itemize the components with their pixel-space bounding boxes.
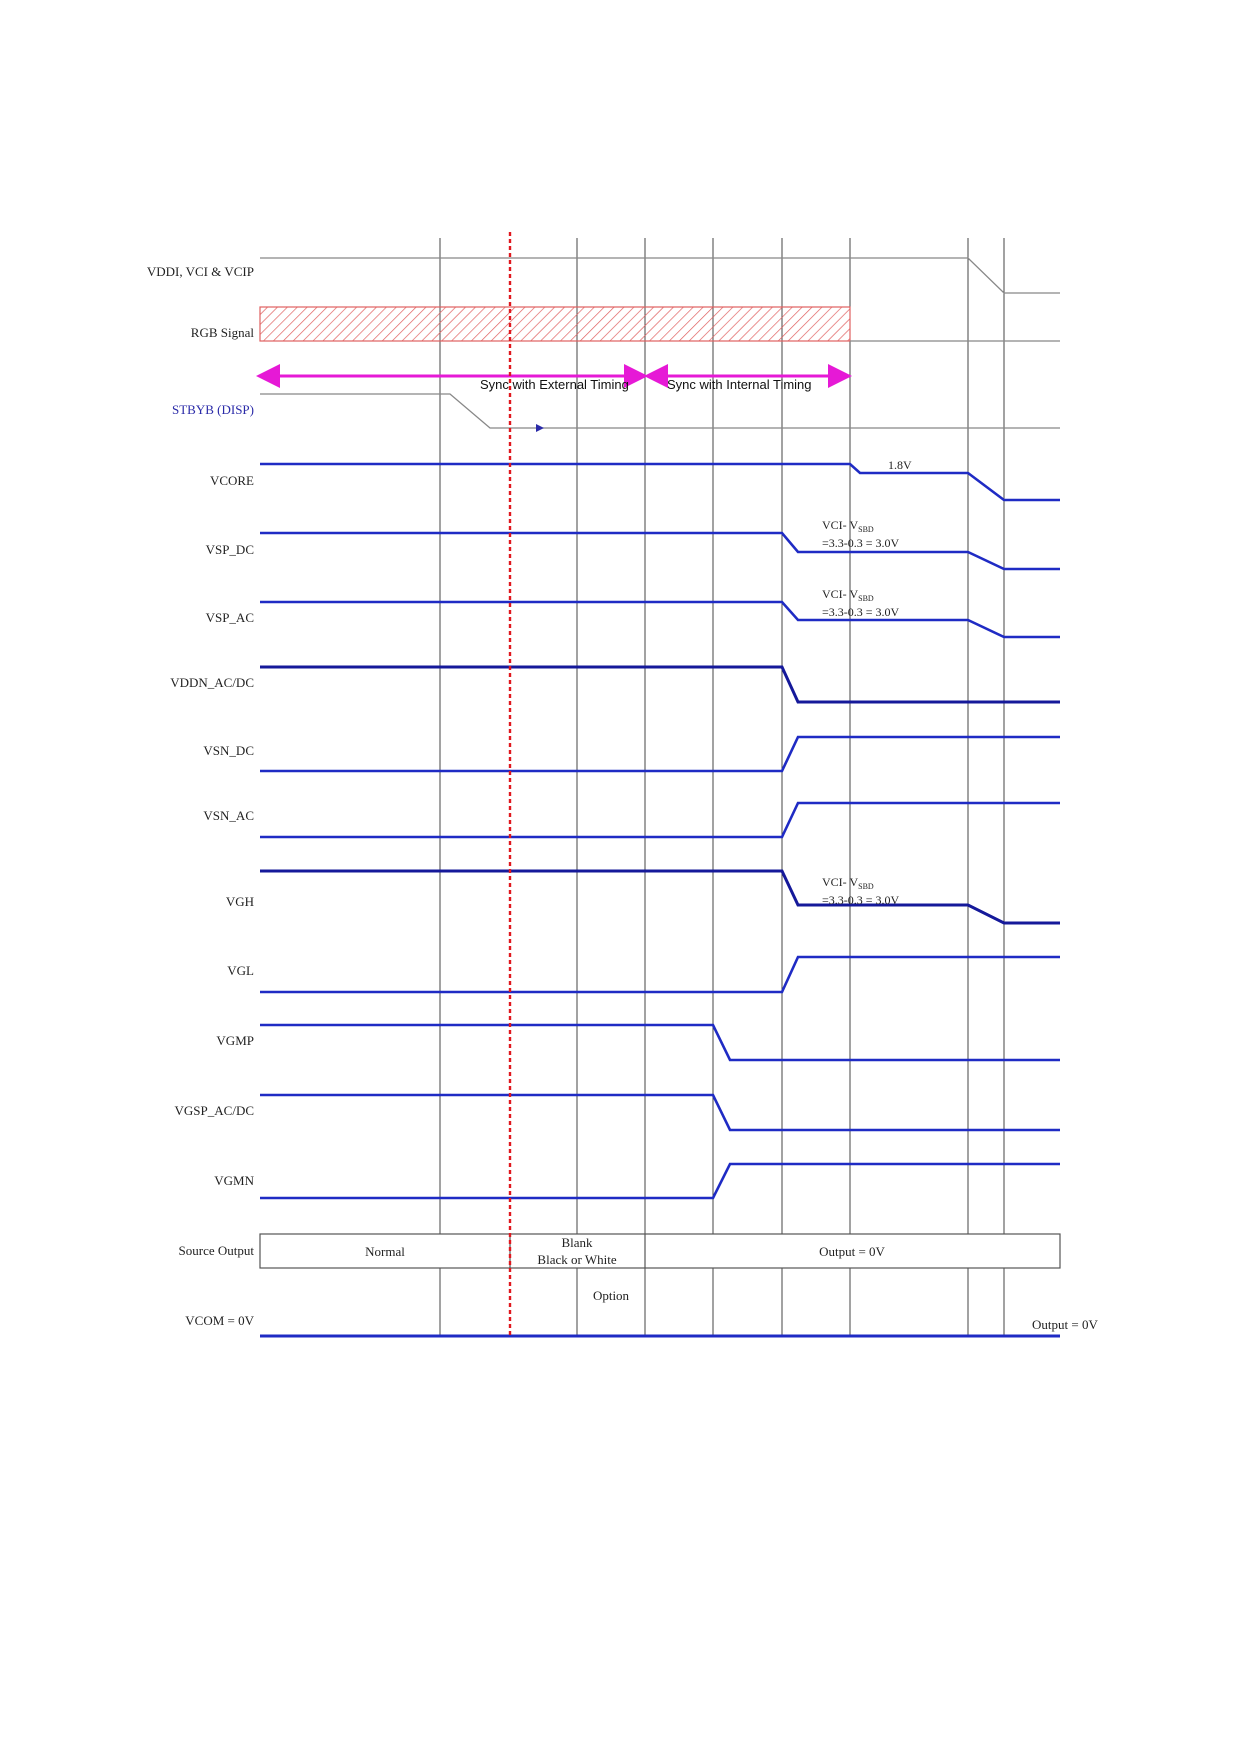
stbyb-arrow-icon [536, 424, 544, 432]
waveform-vsn-ac [260, 801, 1060, 839]
svg-text:=3.3-0.3 = 3.0V: =3.3-0.3 = 3.0V [822, 536, 900, 550]
annotation-vgh: VCI- VSBD =3.3-0.3 = 3.0V [822, 875, 900, 907]
waveform-vgmp [260, 1023, 1060, 1062]
annotation-vcore-level: 1.8V [888, 458, 912, 472]
source-blank-line1: Blank [561, 1235, 593, 1250]
svg-text:VCI- VSBD: VCI- VSBD [822, 518, 874, 534]
waveform-vgsp [260, 1093, 1060, 1132]
waveform-vddi [260, 257, 1060, 294]
waveform-vsn-dc [260, 735, 1060, 773]
sync-arrows: Sync with External Timing Sync with Inte… [256, 364, 852, 392]
annotation-vsp-ac: VCI- VSBD =3.3-0.3 = 3.0V [822, 587, 900, 619]
source-option: Option [593, 1288, 630, 1303]
svg-text:=3.3-0.3 = 3.0V: =3.3-0.3 = 3.0V [822, 605, 900, 619]
svg-text:=3.3-0.3 = 3.0V: =3.3-0.3 = 3.0V [822, 893, 900, 907]
label-vcom: VCOM = 0V [185, 1313, 254, 1328]
label-vgh: VGH [226, 894, 254, 909]
waveform-vgmn [260, 1162, 1060, 1200]
source-output-box [259, 1233, 1061, 1269]
label-stbyb: STBYB (DISP) [172, 402, 254, 417]
waveform-vcore [260, 462, 1060, 502]
label-vcore: VCORE [210, 473, 254, 488]
waveform-vddn [260, 665, 1060, 704]
label-vgsp: VGSP_AC/DC [175, 1103, 254, 1118]
vcom-output-label: Output = 0V [1032, 1317, 1098, 1332]
label-vddi: VDDI, VCI & VCIP [147, 264, 254, 279]
source-blank-line2: Black or White [537, 1252, 616, 1267]
label-vsp-ac: VSP_AC [206, 610, 254, 625]
svg-text:VCI- VSBD: VCI- VSBD [822, 875, 874, 891]
label-vgl: VGL [227, 963, 254, 978]
signal-labels: VDDI, VCI & VCIP RGB Signal STBYB (DISP)… [147, 264, 255, 1328]
source-output-0v: Output = 0V [819, 1244, 885, 1259]
label-vsn-dc: VSN_DC [203, 743, 254, 758]
label-vsp-dc: VSP_DC [206, 542, 254, 557]
source-output-bar: Normal Blank Black or White Output = 0V [259, 1233, 1061, 1269]
label-vsn-ac: VSN_AC [203, 808, 254, 823]
sync-internal-label: Sync with Internal Timing [667, 377, 812, 392]
label-rgb: RGB Signal [191, 325, 255, 340]
label-vgmn: VGMN [214, 1173, 254, 1188]
waveform-vsp-dc [260, 531, 1060, 571]
label-vddn: VDDN_AC/DC [170, 675, 254, 690]
svg-text:VCI- VSBD: VCI- VSBD [822, 587, 874, 603]
source-normal: Normal [365, 1244, 405, 1259]
waveform-vsp-ac [260, 600, 1060, 639]
waveform-vgl [260, 955, 1060, 994]
timing-grid [439, 238, 1005, 1336]
waveform-stbyb [260, 393, 1060, 432]
waveform-vgh [260, 869, 1060, 925]
label-source-output: Source Output [179, 1243, 255, 1258]
label-vgmp: VGMP [216, 1033, 254, 1048]
annotation-vsp-dc: VCI- VSBD =3.3-0.3 = 3.0V [822, 518, 900, 550]
sync-external-label: Sync with External Timing [480, 377, 629, 392]
waveform-rgb [259, 306, 1060, 342]
rgb-hatched-region [259, 306, 851, 342]
